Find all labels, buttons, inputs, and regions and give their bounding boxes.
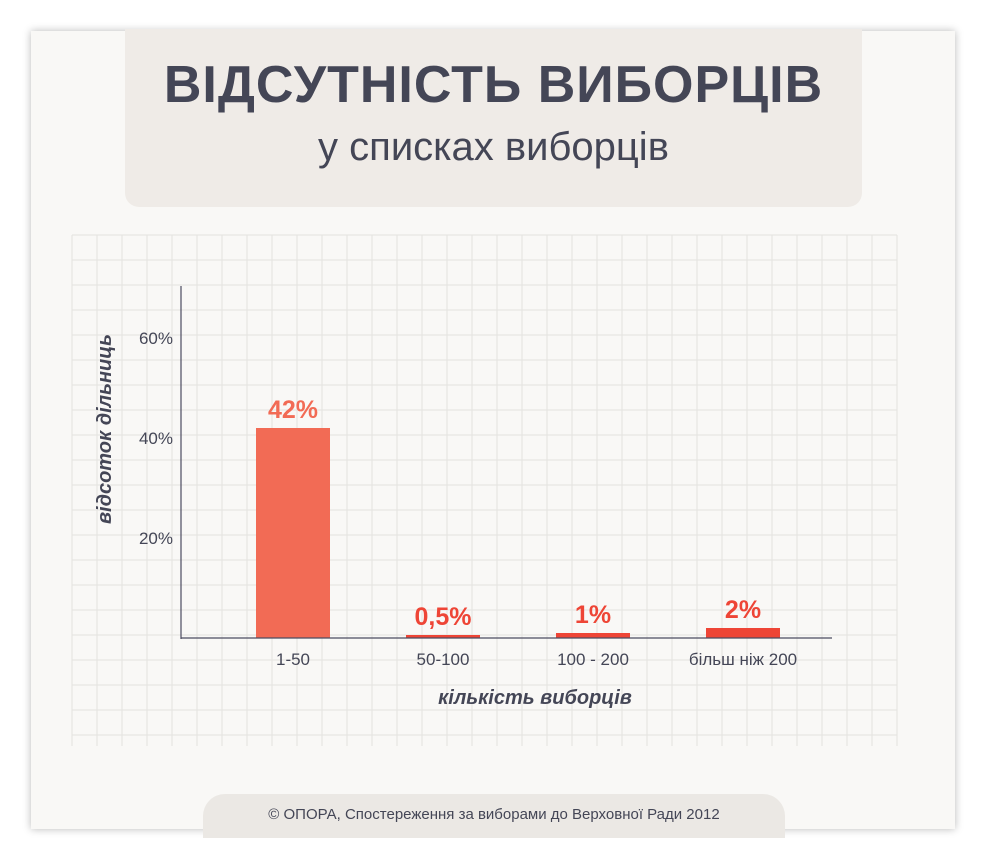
- x-axis-ticks: 1-50 50-100 100 - 200 більш ніж 200: [276, 650, 797, 669]
- y-axis-ticks: 20% 40% 60%: [139, 329, 173, 548]
- value-labels: 42% 0,5% 1% 2%: [268, 396, 761, 631]
- y-tick-label: 40%: [139, 429, 173, 448]
- x-tick-label: більш ніж 200: [689, 650, 797, 669]
- infographic-card: ВІДСУТНІСТЬ ВИБОРЦІВ у списках виборців …: [31, 29, 955, 838]
- bar-value-label: 42%: [268, 396, 318, 424]
- x-axis-label: кількість виборців: [438, 687, 632, 709]
- x-tick-label: 1-50: [276, 650, 310, 669]
- y-axis-label: відсоток дільниць: [94, 334, 116, 524]
- chart-grid: [71, 234, 898, 746]
- x-tick-label: 50-100: [417, 650, 470, 669]
- source-text: © ОПОРА, Спостереження за виборами до Ве…: [268, 806, 720, 823]
- page-title: ВІДСУТНІСТЬ ВИБОРЦІВ: [163, 56, 824, 114]
- source-footer: © ОПОРА, Спостереження за виборами до Ве…: [203, 794, 785, 838]
- bar-chart: 20% 40% 60% 42% 0,5% 1% 2% 1-50 50-100 100 - 20…: [71, 234, 898, 746]
- bar-value-label: 0,5%: [415, 603, 472, 631]
- bar: [256, 428, 330, 638]
- bar: [706, 628, 780, 638]
- page-subtitle: у списках виборців: [318, 125, 669, 169]
- header-panel: ВІДСУТНІСТЬ ВИБОРЦІВ у списках виборців: [125, 29, 862, 207]
- bar-value-label: 2%: [725, 596, 761, 624]
- y-tick-label: 20%: [139, 529, 173, 548]
- bar-value-label: 1%: [575, 601, 611, 629]
- bar: [406, 635, 480, 638]
- x-tick-label: 100 - 200: [557, 650, 629, 669]
- y-tick-label: 60%: [139, 329, 173, 348]
- bar: [556, 633, 630, 638]
- chart-bars: [256, 428, 780, 638]
